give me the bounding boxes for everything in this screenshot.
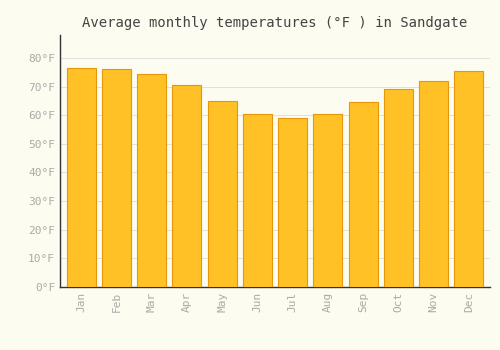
Bar (348, 102, 378, 287)
Bar (454, 71, 484, 287)
Bar (384, 89, 413, 287)
Bar (419, 81, 448, 287)
Bar (278, 118, 307, 287)
Bar (314, 114, 342, 287)
Bar (208, 101, 236, 287)
Bar (137, 74, 166, 287)
Bar (172, 85, 202, 287)
Bar (66, 68, 96, 287)
Bar (243, 114, 272, 287)
Bar (102, 69, 131, 287)
Title: Average monthly temperatures (°F ) in Sandgate: Average monthly temperatures (°F ) in Sa… (82, 16, 468, 30)
